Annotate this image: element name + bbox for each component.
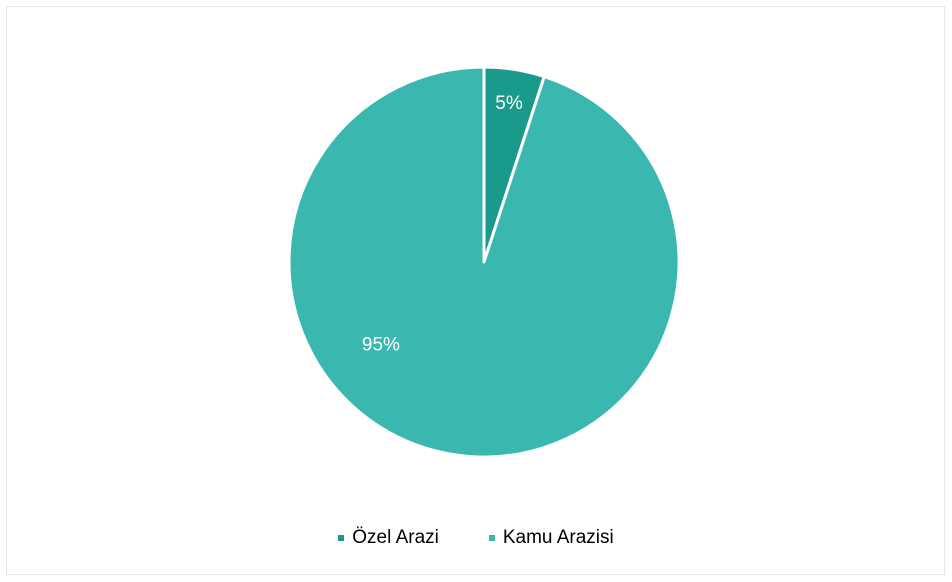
legend-swatch-ozel-arazi xyxy=(338,535,345,541)
legend-item-kamu-arazisi[interactable]: Kamu Arazisi xyxy=(488,527,614,549)
pie-labels: 5% 95% xyxy=(362,93,523,355)
data-label-kamu-arazisi: 95% xyxy=(362,334,400,355)
pie-chart: 5% 95% xyxy=(287,65,681,459)
legend: Özel Arazi Kamu Arazisi xyxy=(0,527,952,549)
legend-item-ozel-arazi[interactable]: Özel Arazi xyxy=(338,527,439,549)
legend-label-kamu-arazisi: Kamu Arazisi xyxy=(502,527,614,548)
data-label-ozel-arazi: 5% xyxy=(495,93,523,114)
pie-slices xyxy=(287,65,681,459)
legend-swatch-kamu-arazisi xyxy=(488,535,495,541)
slice-kamu-arazisi[interactable] xyxy=(287,65,681,459)
legend-label-ozel-arazi: Özel Arazi xyxy=(352,527,439,548)
